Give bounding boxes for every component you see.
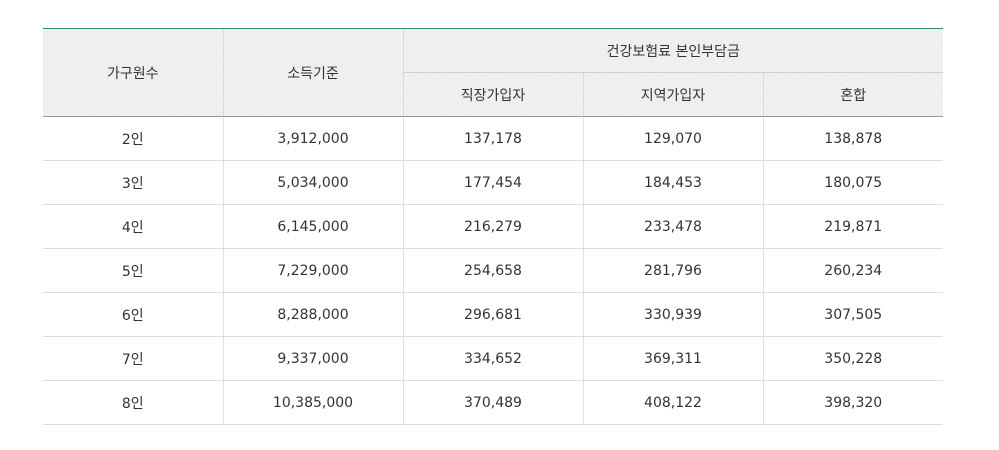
table-body: 2인 3,912,000 137,178 129,070 138,878 3인 …	[43, 116, 944, 425]
cell-regional: 330,939	[582, 292, 763, 337]
cell-mixed: 180,075	[762, 160, 944, 205]
cell-household: 6인	[43, 292, 223, 337]
cell-employee: 370,489	[402, 380, 583, 425]
header-mixed: 혼합	[762, 72, 944, 117]
cell-mixed: 350,228	[762, 336, 944, 381]
cell-income: 10,385,000	[222, 380, 403, 425]
cell-employee: 216,279	[402, 204, 583, 249]
table-row: 7인 9,337,000 334,652 369,311 350,228	[43, 336, 944, 381]
cell-household: 4인	[43, 204, 223, 249]
cell-mixed: 260,234	[762, 248, 944, 293]
cell-employee: 254,658	[402, 248, 583, 293]
header-employee: 직장가입자	[402, 72, 583, 117]
cell-regional: 233,478	[582, 204, 763, 249]
cell-employee: 177,454	[402, 160, 583, 205]
header-premium-group: 건강보험료 본인부담금	[402, 28, 944, 73]
cell-regional: 184,453	[582, 160, 763, 205]
cell-regional: 129,070	[582, 116, 763, 161]
cell-mixed: 138,878	[762, 116, 944, 161]
cell-regional: 369,311	[582, 336, 763, 381]
header-row-top: 가구원수 소득기준 건강보험료 본인부담금	[43, 28, 944, 117]
header-row-sub: 직장가입자 지역가입자 혼합	[43, 72, 944, 117]
table-header: 가구원수 소득기준 건강보험료 본인부담금 직장가입자 지역가입자 혼합	[43, 28, 944, 117]
cell-employee: 296,681	[402, 292, 583, 337]
cell-household: 7인	[43, 336, 223, 381]
cell-income: 3,912,000	[222, 116, 403, 161]
cell-household: 8인	[43, 380, 223, 425]
cell-regional: 281,796	[582, 248, 763, 293]
table-row: 2인 3,912,000 137,178 129,070 138,878	[43, 116, 944, 161]
header-income: 소득기준	[222, 28, 403, 117]
cell-household: 5인	[43, 248, 223, 293]
table-row: 4인 6,145,000 216,279 233,478 219,871	[43, 204, 944, 249]
table-row: 5인 7,229,000 254,658 281,796 260,234	[43, 248, 944, 293]
cell-mixed: 219,871	[762, 204, 944, 249]
cell-employee: 137,178	[402, 116, 583, 161]
table-row: 8인 10,385,000 370,489 408,122 398,320	[43, 380, 944, 425]
cell-employee: 334,652	[402, 336, 583, 381]
premium-table-container: 가구원수 소득기준 건강보험료 본인부담금 직장가입자 지역가입자 혼합 2인 …	[43, 28, 944, 425]
cell-income: 6,145,000	[222, 204, 403, 249]
table-row: 3인 5,034,000 177,454 184,453 180,075	[43, 160, 944, 205]
cell-income: 9,337,000	[222, 336, 403, 381]
cell-household: 2인	[43, 116, 223, 161]
cell-income: 7,229,000	[222, 248, 403, 293]
header-regional: 지역가입자	[582, 72, 763, 117]
cell-income: 8,288,000	[222, 292, 403, 337]
cell-household: 3인	[43, 160, 223, 205]
cell-regional: 408,122	[582, 380, 763, 425]
header-household: 가구원수	[43, 28, 223, 117]
health-premium-table: 가구원수 소득기준 건강보험료 본인부담금 직장가입자 지역가입자 혼합 2인 …	[43, 28, 944, 425]
cell-mixed: 307,505	[762, 292, 944, 337]
cell-income: 5,034,000	[222, 160, 403, 205]
cell-mixed: 398,320	[762, 380, 944, 425]
table-row: 6인 8,288,000 296,681 330,939 307,505	[43, 292, 944, 337]
